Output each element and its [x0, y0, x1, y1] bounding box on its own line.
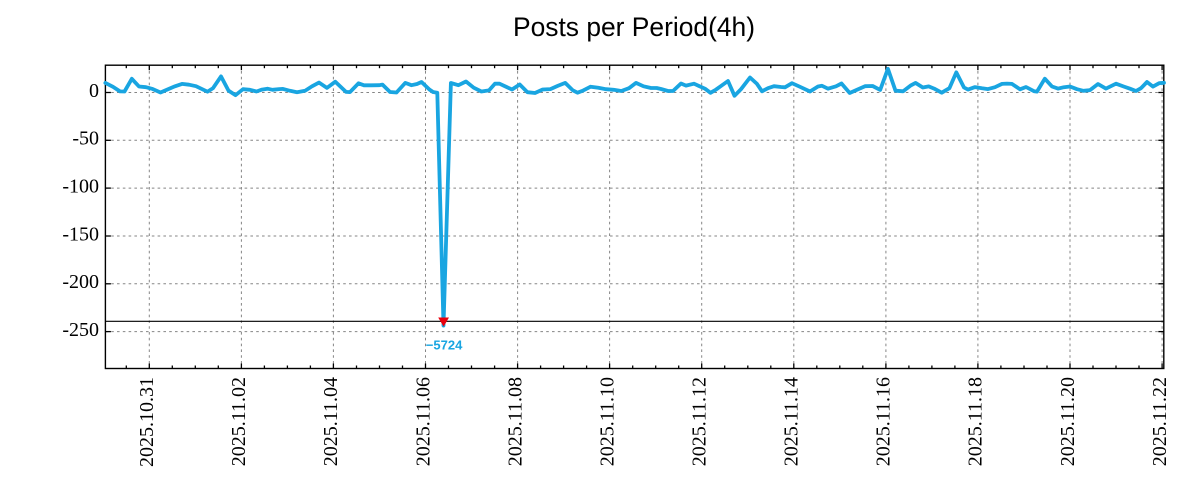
svg-text:2025.11.06: 2025.11.06	[412, 377, 434, 466]
svg-text:2025.11.14: 2025.11.14	[781, 377, 803, 466]
svg-text:-100: -100	[62, 176, 99, 198]
svg-text:2025.11.18: 2025.11.18	[965, 377, 987, 466]
svg-text:2025.11.02: 2025.11.02	[228, 377, 250, 466]
svg-text:2025.11.20: 2025.11.20	[1057, 377, 1079, 466]
svg-text:-150: -150	[62, 223, 99, 245]
svg-text:−5724: −5724	[426, 338, 463, 353]
svg-text:-250: -250	[62, 319, 99, 341]
svg-text:0: 0	[89, 80, 99, 102]
svg-text:2025.11.04: 2025.11.04	[320, 377, 342, 466]
svg-text:2025.11.10: 2025.11.10	[596, 377, 618, 466]
svg-text:2025.11.22: 2025.11.22	[1149, 377, 1171, 466]
svg-text:-200: -200	[62, 271, 99, 293]
svg-text:2025.10.31: 2025.10.31	[136, 377, 158, 467]
svg-text:2025.11.16: 2025.11.16	[873, 377, 895, 466]
svg-text:2025.11.12: 2025.11.12	[689, 377, 711, 466]
svg-text:-50: -50	[72, 128, 99, 150]
svg-text:2025.11.08: 2025.11.08	[504, 377, 526, 466]
svg-text:Posts per Period(4h): Posts per Period(4h)	[513, 12, 755, 42]
